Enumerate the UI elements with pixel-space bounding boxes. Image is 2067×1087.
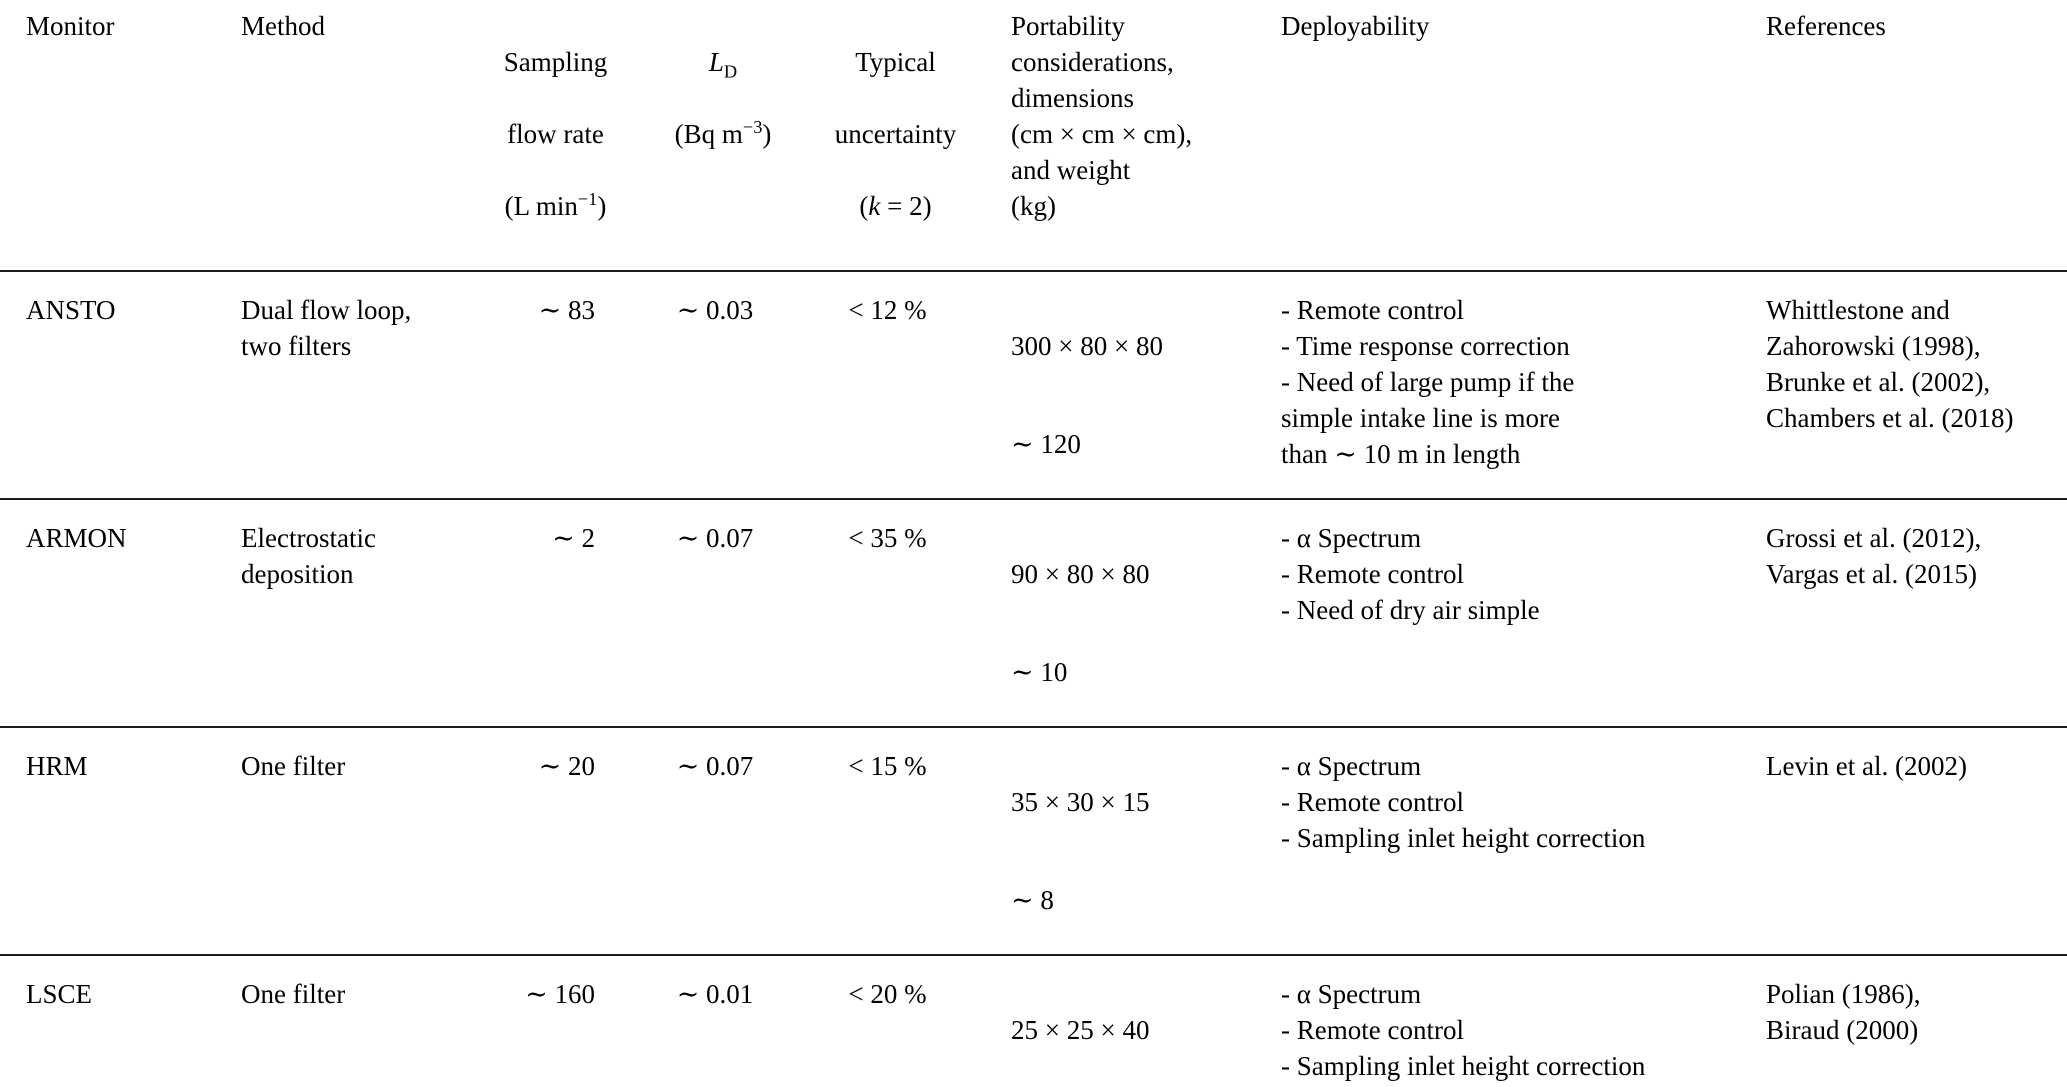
col-header-references: References bbox=[1766, 11, 1886, 41]
cell-references: Polian (1986), Biraud (2000) bbox=[1766, 979, 1921, 1045]
dimensions-value: 35 × 30 × 15 bbox=[1011, 787, 1150, 817]
cell-references: Whittlestone and Zahorowski (1998), Brun… bbox=[1766, 295, 2014, 433]
ld-unit-line: (Bq m−3) bbox=[666, 116, 780, 152]
flow-rate-header-unit: (L min−1) bbox=[481, 188, 630, 224]
weight-value: ∼ 10 bbox=[1011, 657, 1068, 687]
cell-method: One filter bbox=[241, 979, 346, 1009]
cell-method: Dual flow loop, two filters bbox=[241, 295, 412, 361]
cell-deployability: - α Spectrum - Remote control - Sampling… bbox=[1281, 751, 1646, 853]
k-equals-two: = 2) bbox=[880, 191, 932, 221]
k-symbol: k bbox=[868, 191, 881, 221]
table-header-row: Monitor Method Sampling flow rate (L min… bbox=[0, 0, 2067, 272]
flow-rate-unit-exponent: −1 bbox=[577, 189, 598, 209]
col-header-monitor: Monitor bbox=[26, 11, 115, 41]
cell-monitor: ARMON bbox=[26, 523, 127, 553]
ld-symbol: L bbox=[708, 47, 724, 77]
cell-flow-rate: ∼ 160 bbox=[525, 979, 595, 1009]
cell-portability: 90 × 80 × 80 ∼ 10 bbox=[985, 500, 1255, 726]
table-row-hrm: HRM One filter ∼ 20 ∼ 0.07 < 15 % 35 × 3… bbox=[0, 728, 2067, 956]
flow-rate-header-line1: Sampling bbox=[503, 47, 608, 77]
cell-method: One filter bbox=[241, 751, 346, 781]
weight-value: ∼ 120 bbox=[1011, 429, 1081, 459]
cell-uncertainty: < 12 % bbox=[848, 295, 927, 325]
cell-deployability: - Remote control - Time response correct… bbox=[1281, 295, 1575, 469]
cell-uncertainty: < 20 % bbox=[848, 979, 927, 1009]
ld-subscript: D bbox=[723, 61, 738, 82]
cell-ld: ∼ 0.07 bbox=[676, 751, 754, 781]
uncertainty-header-k-line: (k = 2) bbox=[816, 188, 975, 224]
ld-unit-exponent: −3 bbox=[742, 117, 763, 137]
col-header-uncertainty: Typical uncertainty (k = 2) bbox=[790, 0, 985, 270]
flow-rate-unit-close: ) bbox=[597, 191, 607, 221]
cell-ld: ∼ 0.03 bbox=[676, 295, 754, 325]
dimensions-value: 300 × 80 × 80 bbox=[1011, 331, 1163, 361]
cell-flow-rate: ∼ 83 bbox=[538, 295, 595, 325]
table-row-armon: ARMON Electrostatic deposition ∼ 2 ∼ 0.0… bbox=[0, 500, 2067, 728]
ld-symbol-line: LD bbox=[666, 44, 780, 82]
cell-uncertainty: < 35 % bbox=[848, 523, 927, 553]
k-paren-open: ( bbox=[859, 191, 869, 221]
cell-ld: ∼ 0.07 bbox=[676, 523, 754, 553]
cell-monitor: HRM bbox=[26, 751, 88, 781]
cell-monitor: LSCE bbox=[26, 979, 93, 1009]
dimensions-value: 25 × 25 × 40 bbox=[1011, 1015, 1150, 1045]
cell-flow-rate: ∼ 2 bbox=[552, 523, 595, 553]
table-row-ansto: ANSTO Dual flow loop, two filters ∼ 83 ∼… bbox=[0, 272, 2067, 500]
weight-value: ∼ 8 bbox=[1011, 885, 1054, 915]
col-header-ld: LD (Bq m−3) bbox=[640, 0, 790, 270]
cell-deployability: - α Spectrum - Remote control - Sampling… bbox=[1281, 979, 1646, 1081]
cell-ld: ∼ 0.01 bbox=[676, 979, 754, 1009]
flow-rate-unit-text: (L min bbox=[504, 191, 578, 221]
uncertainty-header-line2: uncertainty bbox=[834, 119, 957, 149]
col-header-method: Method bbox=[241, 11, 325, 41]
cell-monitor: ANSTO bbox=[26, 295, 116, 325]
col-header-flow-rate: Sampling flow rate (L min−1) bbox=[455, 0, 640, 270]
cell-portability: 300 × 80 × 80 ∼ 120 bbox=[985, 272, 1255, 498]
dimensions-value: 90 × 80 × 80 bbox=[1011, 559, 1150, 589]
cell-uncertainty: < 15 % bbox=[848, 751, 927, 781]
uncertainty-header-line1: Typical bbox=[855, 47, 936, 77]
cell-flow-rate: ∼ 20 bbox=[538, 751, 595, 781]
cell-portability: 25 × 25 × 40 ∼ 8 bbox=[985, 956, 1255, 1087]
ld-unit-text: (Bq m bbox=[674, 119, 743, 149]
col-header-portability: Portability considerations, dimensions (… bbox=[1011, 11, 1193, 221]
flow-rate-header-line2: flow rate bbox=[507, 119, 604, 149]
cell-portability: 35 × 30 × 15 ∼ 8 bbox=[985, 728, 1255, 954]
table-row-lsce: LSCE One filter ∼ 160 ∼ 0.01 < 20 % 25 ×… bbox=[0, 956, 2067, 1087]
cell-deployability: - α Spectrum - Remote control - Need of … bbox=[1281, 523, 1540, 625]
col-header-deployability: Deployability bbox=[1281, 11, 1430, 41]
cell-method: Electrostatic deposition bbox=[241, 523, 376, 589]
cell-references: Grossi et al. (2012), Vargas et al. (201… bbox=[1766, 523, 1982, 589]
cell-references: Levin et al. (2002) bbox=[1766, 751, 1967, 781]
ld-unit-close: ) bbox=[762, 119, 772, 149]
